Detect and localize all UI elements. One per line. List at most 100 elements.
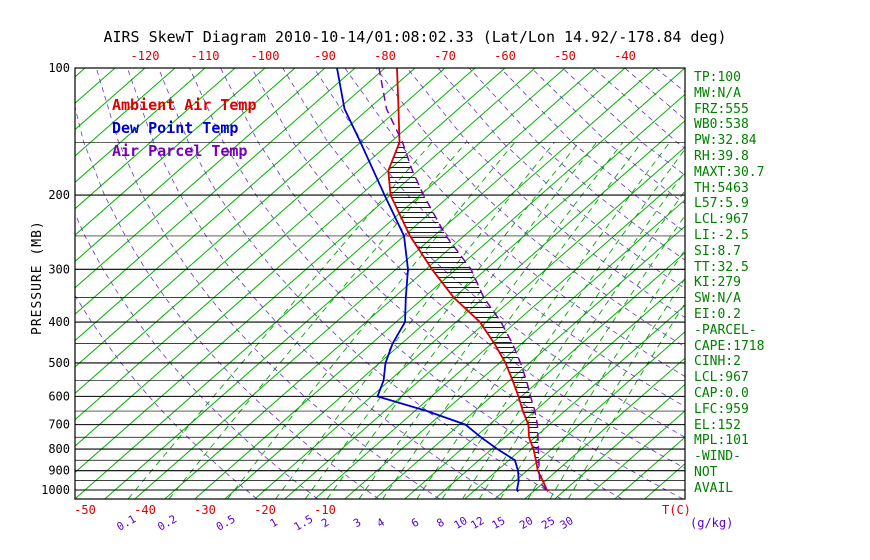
mixing-ratio-tick: 4 bbox=[375, 515, 388, 530]
dry-adiabat-line bbox=[251, 68, 685, 469]
mixing-ratio-tick: 25 bbox=[539, 514, 557, 532]
bottom-temp-tick: -30 bbox=[194, 503, 216, 517]
dry-adiabat-line bbox=[437, 68, 685, 290]
plot-frame bbox=[74, 67, 686, 500]
top-temp-tick: -90 bbox=[314, 49, 336, 63]
stat-line: -WIND- bbox=[694, 449, 741, 465]
pressure-tick: 800 bbox=[48, 442, 70, 456]
dry-adiabat-line bbox=[75, 105, 379, 499]
mixing-ratio-tick: 0.2 bbox=[155, 512, 179, 533]
pressure-tick: 700 bbox=[48, 418, 70, 432]
stat-line: SW:N/A bbox=[694, 291, 741, 307]
stat-line: CINH:2 bbox=[694, 354, 741, 370]
isotherm-line bbox=[494, 331, 685, 499]
stat-line: TH:5463 bbox=[694, 180, 749, 196]
mixing-ratio-line bbox=[416, 142, 671, 499]
stat-line: KI:279 bbox=[694, 275, 741, 291]
pressure-tick: 200 bbox=[48, 188, 70, 202]
mixing-ratio-tick: 20 bbox=[517, 514, 535, 532]
isotherm-line bbox=[75, 68, 446, 394]
isotherm-line bbox=[134, 68, 626, 499]
mixing-ratio-tick: 1.5 bbox=[292, 512, 316, 533]
isotherm-line bbox=[254, 120, 685, 499]
isotherm-line bbox=[75, 68, 566, 499]
mixing-ratio-line bbox=[227, 142, 516, 499]
isotherm-line bbox=[554, 383, 685, 499]
legend-dew-point: Dew Point Temp bbox=[112, 119, 239, 137]
sounding-curves bbox=[336, 68, 549, 493]
chart-title: AIRS SkewT Diagram 2010-10-14/01:08:02.3… bbox=[103, 28, 727, 46]
top-temp-tick: -100 bbox=[251, 49, 280, 63]
axis-labels: -120 -110 -100 -90 -80 -70 -60 -50 -40 -50 -40 -30 -… bbox=[41, 49, 636, 534]
isotherm-line bbox=[75, 68, 416, 368]
isotherm-line bbox=[284, 146, 685, 499]
temp-unit-label: T(C) bbox=[662, 503, 691, 517]
dry-adiabat-line bbox=[344, 68, 685, 377]
stat-line: LFC:959 bbox=[694, 401, 749, 417]
isotherm-line bbox=[75, 68, 506, 447]
isotherm-line bbox=[164, 68, 656, 499]
pressure-tick: 100 bbox=[48, 61, 70, 75]
stat-line: SI:8.7 bbox=[694, 243, 741, 259]
bottom-temp-tick: -40 bbox=[134, 503, 156, 517]
bottom-temp-tick: -50 bbox=[74, 503, 96, 517]
isotherm-line bbox=[104, 68, 596, 499]
stat-line: MW:N/A bbox=[694, 85, 741, 101]
top-temp-tick: -110 bbox=[191, 49, 220, 63]
mixing-ratio-tick: 3 bbox=[351, 516, 363, 531]
pressure-tick: 300 bbox=[48, 262, 70, 276]
isotherm-line bbox=[75, 68, 236, 210]
stat-line: MPL:101 bbox=[694, 433, 749, 449]
isotherm-line bbox=[75, 68, 206, 183]
stat-line: TP:100 bbox=[694, 70, 741, 85]
stat-line: LCL:967 bbox=[694, 212, 749, 228]
isotherm-line bbox=[75, 68, 356, 315]
top-temp-tick: -50 bbox=[554, 49, 576, 63]
dry-adiabat-line bbox=[75, 294, 258, 499]
stat-line: -PARCEL- bbox=[694, 322, 757, 338]
isotherm-line bbox=[75, 68, 116, 104]
isotherm-line bbox=[524, 357, 685, 499]
mixing-ratio-tick: 0.5 bbox=[214, 512, 238, 533]
bottom-temp-tick: -20 bbox=[254, 503, 276, 517]
isotherm-line bbox=[75, 68, 536, 474]
legend-ambient-temp: Ambient Air Temp bbox=[112, 96, 257, 114]
stat-line: CAP:0.0 bbox=[694, 385, 749, 401]
top-temp-tick: -40 bbox=[614, 49, 636, 63]
stat-line: TT:32.5 bbox=[694, 259, 749, 275]
stat-line: LI:-2.5 bbox=[694, 227, 749, 243]
isotherm-line bbox=[584, 410, 685, 499]
isotherm-line bbox=[194, 68, 685, 499]
stat-line: WB0:538 bbox=[694, 117, 749, 133]
isotherm-line bbox=[75, 68, 266, 236]
mixing-ratio-tick: 8 bbox=[434, 516, 446, 531]
isotherm-line bbox=[75, 68, 476, 421]
air-parcel-temp-curve bbox=[378, 68, 548, 491]
top-temp-tick: -60 bbox=[494, 49, 516, 63]
pressure-tick: 900 bbox=[48, 464, 70, 478]
pressure-tick: 400 bbox=[48, 315, 70, 329]
dew-point-temp-curve bbox=[336, 68, 520, 493]
mixing-unit-label: (g/kg) bbox=[690, 516, 734, 530]
isotherm-line bbox=[464, 304, 685, 499]
dry-adiabat-line bbox=[158, 68, 562, 499]
dry-adiabat-line bbox=[313, 68, 685, 408]
pressure-tick: 1000 bbox=[41, 483, 70, 497]
stat-line: NOT bbox=[694, 464, 718, 480]
isotherm-line bbox=[434, 278, 685, 499]
legend-air-parcel: Air Parcel Temp bbox=[112, 142, 248, 160]
dry-adiabat-line bbox=[126, 68, 501, 499]
dry-adiabat-line bbox=[189, 68, 623, 499]
ambient-air-temp-curve bbox=[387, 68, 549, 493]
stat-line: PW:32.84 bbox=[694, 133, 757, 149]
background-lines bbox=[75, 68, 685, 499]
mixing-ratio-line bbox=[127, 142, 433, 499]
stat-line: AVAIL bbox=[694, 480, 734, 496]
stat-line: MAXT:30.7 bbox=[694, 164, 765, 180]
stat-line: RH:39.8 bbox=[694, 148, 749, 164]
pressure-tick: 600 bbox=[48, 389, 70, 403]
mixing-ratio-tick: 10 bbox=[452, 514, 470, 532]
top-temp-tick: -120 bbox=[131, 49, 160, 63]
